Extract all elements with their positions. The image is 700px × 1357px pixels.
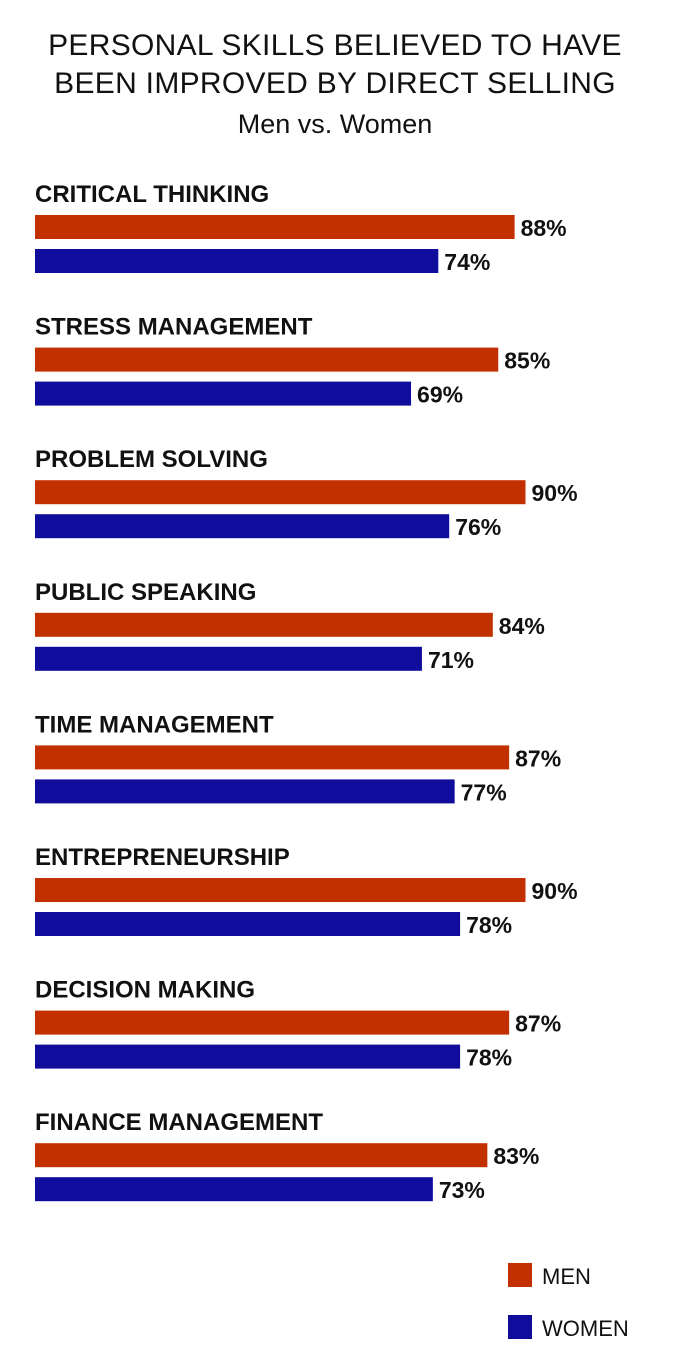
bar-women [35,646,422,671]
data-label-women: 76% [455,514,501,540]
category-label: CRITICAL THINKING [35,181,269,208]
bar-women [35,912,461,936]
legend-swatch-men [508,1263,532,1287]
legend: MEN WOMEN [508,1263,629,1341]
chart-title-line-2: BEEN IMPROVED BY DIRECT SELLING [54,67,616,100]
bar-women [35,1044,461,1069]
data-label-men: 84% [499,613,545,639]
bar-men [35,745,510,770]
category-label: TIME MANAGEMENT [35,711,274,738]
data-label-women: 77% [461,779,507,805]
data-label-men: 88% [521,215,567,241]
bars-layer: CRITICAL THINKING 88% 74% STRESS MANAGEMENT… [35,181,578,1203]
data-label-women: 73% [439,1177,485,1203]
data-label-men: 90% [532,878,578,904]
bar-women [35,779,455,804]
bar-men [35,1010,510,1035]
bar-men [35,612,493,637]
data-label-women: 74% [444,249,490,275]
bar-women [35,1177,433,1202]
bar-women [35,249,439,273]
category-label: STRESS MANAGEMENT [35,314,313,341]
category-label: DECISION MAKING [35,977,255,1004]
data-label-women: 78% [466,1045,512,1071]
category-label: ENTREPRENEURSHIP [35,844,290,871]
data-label-men: 90% [532,480,578,506]
bar-men [35,480,526,505]
bar-men [35,878,526,902]
data-label-men: 85% [504,348,550,374]
legend-swatch-women [508,1315,532,1339]
data-label-men: 87% [515,745,561,771]
bar-men [35,1143,488,1168]
category-label: PUBLIC SPEAKING [35,579,256,606]
chart-subtitle: Men vs. Women [237,109,433,139]
bar-men [35,347,499,372]
category-label: FINANCE MANAGEMENT [35,1109,323,1136]
category-label: PROBLEM SOLVING [35,446,268,473]
bar-women [35,381,412,406]
bar-women [35,514,450,539]
data-label-women: 69% [417,382,463,408]
data-label-women: 78% [466,912,512,938]
data-label-men: 87% [515,1011,561,1037]
chart-title-line-1: PERSONAL SKILLS BELIEVED TO HAVE [48,29,622,62]
legend-label-men: MEN [542,1264,591,1289]
data-label-women: 71% [428,647,474,673]
data-label-men: 83% [493,1143,539,1169]
legend-label-women: WOMEN [542,1316,629,1341]
bar-men [35,215,515,239]
